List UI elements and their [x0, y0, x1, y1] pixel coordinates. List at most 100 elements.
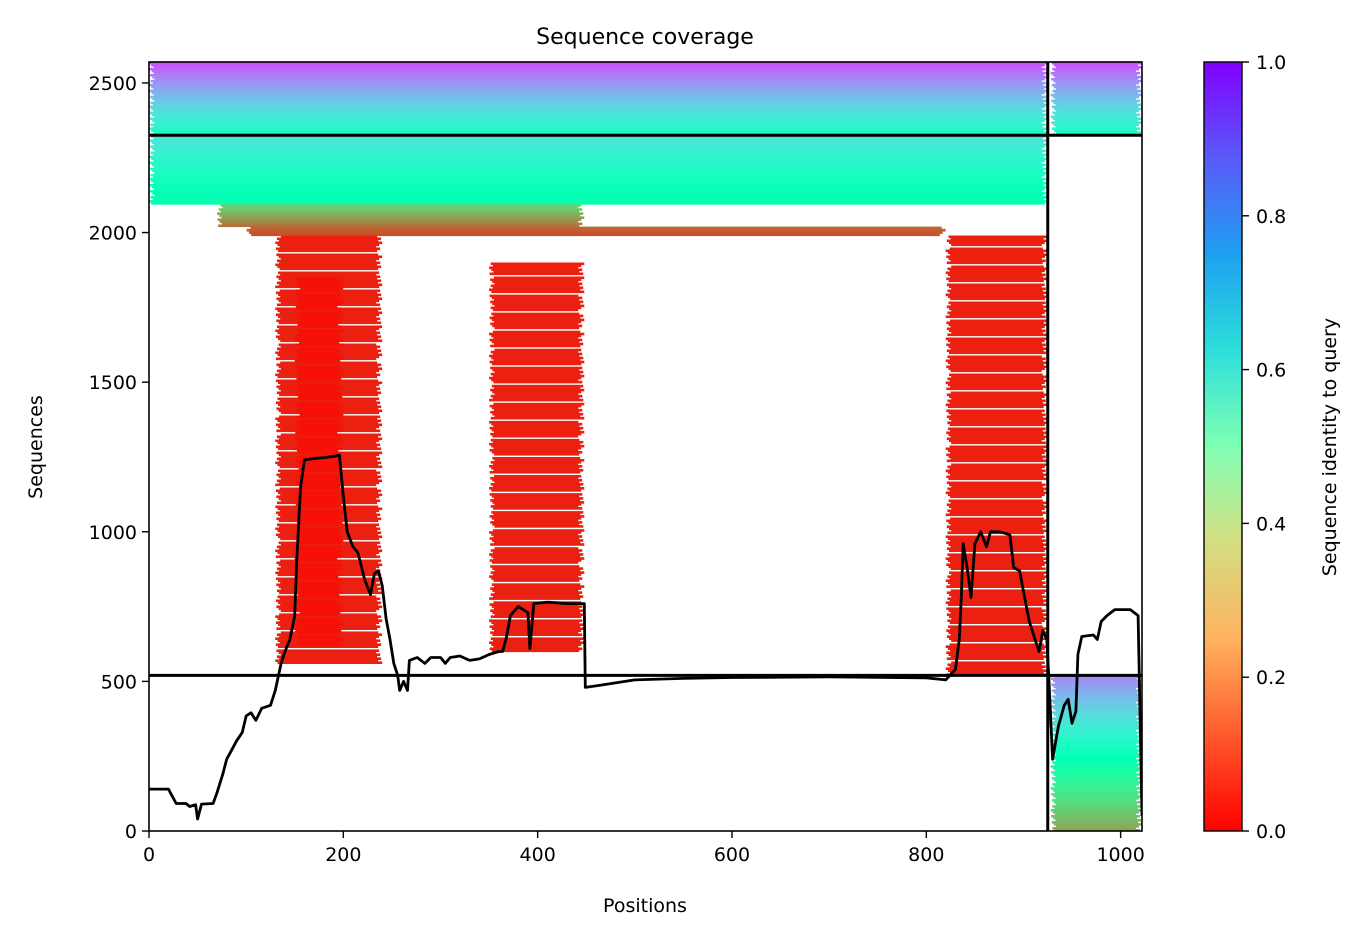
coverage-strip	[298, 401, 341, 405]
coverage-strip	[945, 513, 1043, 517]
coverage-strip	[276, 237, 382, 241]
coverage-strip	[298, 461, 342, 465]
coverage-strip	[149, 127, 1047, 130]
coverage-strip	[492, 529, 585, 532]
coverage-strip	[490, 543, 585, 546]
coverage-strip	[490, 322, 579, 326]
coverage-strip	[153, 109, 1046, 113]
coverage-strip	[299, 567, 344, 571]
coverage-strip	[1055, 103, 1141, 107]
coverage-strip	[1054, 741, 1139, 744]
coverage-strip	[945, 469, 1046, 473]
coverage-block	[294, 277, 344, 647]
coverage-strip	[1052, 723, 1138, 726]
coverage-strip	[152, 192, 1046, 195]
coverage-strip	[947, 399, 1046, 403]
coverage-strip	[492, 330, 581, 334]
coverage-strip	[1052, 695, 1138, 698]
coverage-strip	[276, 435, 379, 439]
coverage-strip	[949, 511, 1046, 515]
coverage-strip	[151, 185, 1048, 189]
coverage-strip	[296, 531, 342, 535]
coverage-strip	[298, 335, 342, 338]
coverage-strip	[299, 545, 342, 549]
coverage-strip	[1051, 777, 1141, 780]
coverage-strip	[492, 368, 580, 372]
y-tick-label: 1500	[89, 372, 137, 394]
coverage-strip	[951, 441, 1046, 445]
coverage-strip	[491, 495, 580, 498]
coverage-strip	[153, 71, 1047, 75]
coverage-strip	[493, 424, 580, 428]
coverage-strip	[491, 268, 583, 272]
coverage-strip	[946, 547, 1048, 550]
coverage-strip	[946, 657, 1044, 660]
coverage-strip	[296, 377, 342, 381]
coverage-strip	[300, 485, 341, 489]
colorbar-axis: 0.0 0.2 0.4 0.6 0.8 1.0	[1242, 52, 1286, 843]
coverage-strip	[278, 381, 383, 385]
coverage-strip	[278, 255, 383, 259]
coverage-strip	[950, 391, 1044, 395]
coverage-strip	[299, 281, 339, 284]
coverage-strip	[491, 422, 583, 426]
coverage-strip	[299, 611, 341, 615]
coverage-strip	[298, 351, 339, 354]
coverage-strip	[950, 363, 1044, 367]
coverage-strip	[492, 633, 583, 636]
coverage-strip	[492, 324, 583, 328]
coverage-strip	[947, 663, 1042, 666]
coverage-strip	[949, 313, 1042, 317]
coverage-strip	[946, 519, 1048, 523]
coverage-strip	[294, 315, 344, 318]
coverage-strip	[152, 103, 1048, 107]
coverage-strip	[150, 151, 1043, 155]
coverage-strip	[152, 97, 1043, 101]
coverage-strip	[951, 485, 1043, 489]
coverage-strip	[950, 545, 1044, 548]
coverage-strip	[1055, 753, 1142, 756]
coverage-strip	[947, 493, 1045, 497]
coverage-strip	[278, 453, 380, 457]
coverage-strip	[950, 523, 1042, 527]
coverage-strip	[489, 553, 584, 556]
x-tick-label: 0	[143, 844, 155, 866]
coverage-strip	[949, 307, 1044, 311]
coverage-strip	[294, 425, 340, 429]
coverage-strip	[1051, 799, 1136, 802]
coverage-strip	[948, 279, 1044, 283]
coverage-strip	[489, 575, 579, 578]
coverage-strip	[296, 553, 344, 557]
coverage-strip	[1051, 705, 1137, 708]
coverage-strip	[490, 521, 583, 524]
coverage-strip	[276, 363, 382, 367]
coverage-strip	[1055, 731, 1140, 734]
coverage-strip	[153, 137, 1043, 140]
coverage-strip	[295, 459, 338, 463]
coverage-strip	[948, 477, 1048, 481]
coverage-strip	[494, 569, 581, 572]
coverage-strip	[296, 421, 339, 425]
coverage-strip	[295, 409, 343, 413]
coverage-strip	[490, 637, 584, 640]
coverage-strip	[490, 372, 581, 376]
coverage-strip	[299, 495, 340, 499]
coverage-strip	[295, 277, 338, 280]
coverage-strip	[946, 261, 1043, 265]
coverage-strip	[152, 81, 1046, 85]
coverage-strip	[278, 271, 380, 275]
coverage-strip	[945, 315, 1046, 319]
coverage-strip	[298, 555, 341, 559]
coverage-strip	[149, 105, 1045, 109]
coverage-strip	[945, 579, 1042, 582]
coverage-strip	[949, 439, 1042, 443]
coverage-strip	[946, 255, 1045, 259]
coverage-strip	[945, 381, 1045, 385]
coverage-strip	[149, 161, 1042, 165]
coverage-strip	[295, 349, 342, 352]
coverage-strip	[948, 433, 1044, 437]
coverage-strip	[1055, 703, 1140, 706]
coverage-strip	[295, 393, 339, 397]
coverage-strip	[951, 287, 1046, 291]
coverage-strip	[152, 153, 1047, 157]
